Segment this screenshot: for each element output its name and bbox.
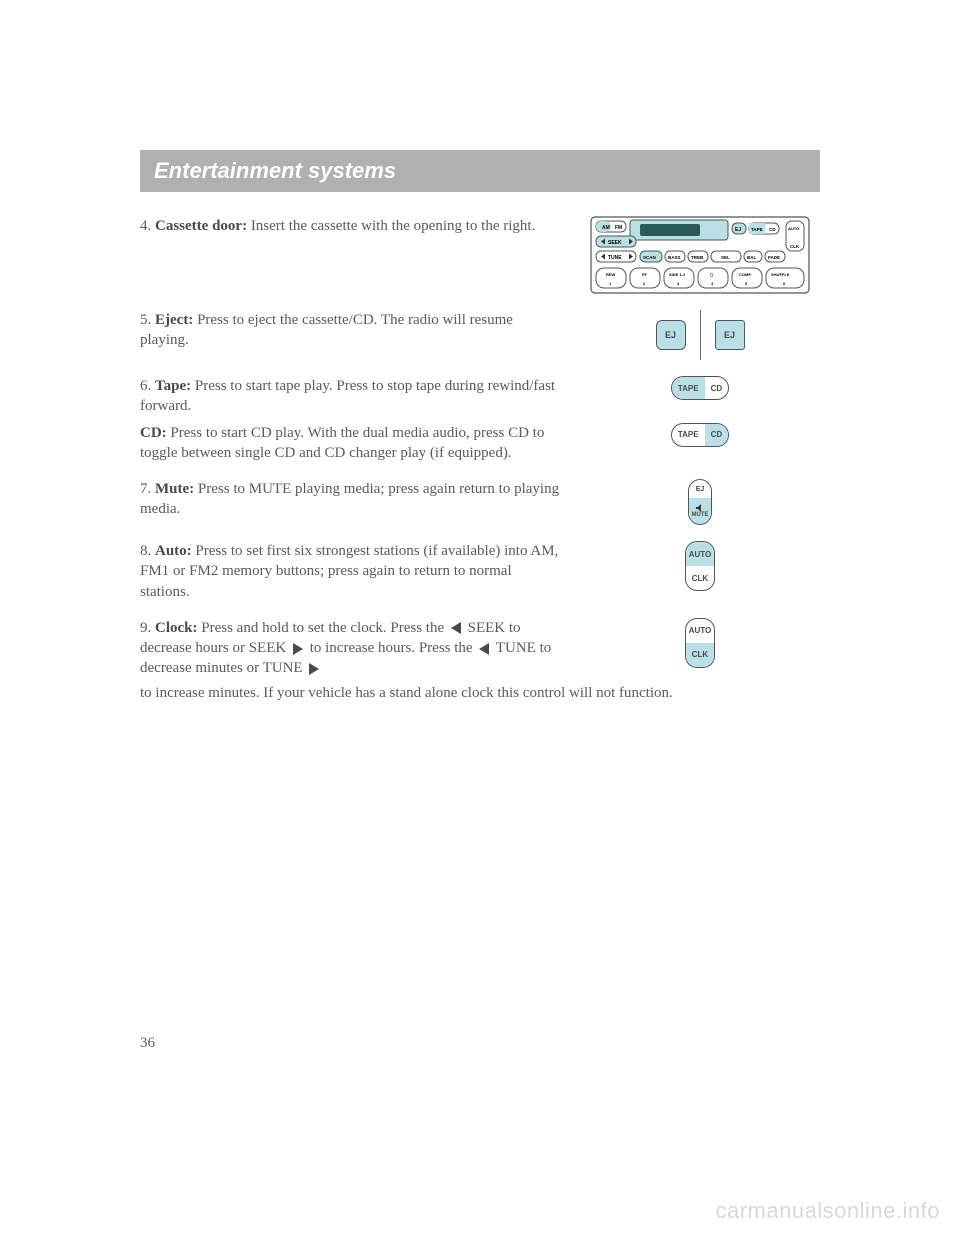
- watermark: carmanualsonline.info: [715, 1198, 940, 1224]
- auto-button-graphic: AUTO CLK: [580, 541, 820, 591]
- divider: [700, 310, 701, 360]
- item-body: Press to start CD play. With the dual me…: [140, 425, 544, 461]
- svg-text:EJ: EJ: [735, 227, 741, 233]
- svg-text:TUNE: TUNE: [608, 255, 622, 261]
- tape-half: TAPE: [672, 424, 705, 446]
- svg-text:FM: FM: [615, 225, 622, 231]
- svg-text:TAPE: TAPE: [751, 227, 763, 232]
- item-num: 8.: [140, 543, 151, 559]
- section-title: Entertainment systems: [154, 158, 806, 184]
- svg-text:AM: AM: [602, 225, 610, 231]
- svg-text:SHUFFLE: SHUFFLE: [771, 272, 790, 277]
- cd-half: CD: [705, 377, 729, 399]
- tape-half: TAPE: [672, 377, 705, 399]
- auto-clk-pill-clk: AUTO CLK: [685, 618, 715, 668]
- auto-clk-pill-auto: AUTO CLK: [685, 541, 715, 591]
- item-5: 5. Eject: Press to eject the cassette/CD…: [140, 310, 820, 360]
- tape-cd-pill-tape: TAPE CD: [671, 376, 729, 400]
- tape-button-graphic: TAPE CD: [580, 376, 820, 400]
- item-num: 6.: [140, 378, 151, 394]
- clock-button-graphic: AUTO CLK: [580, 618, 820, 668]
- item-label: Eject:: [155, 312, 193, 328]
- item-7-text: 7. Mute: Press to MUTE playing media; pr…: [140, 479, 560, 520]
- item-9-continuation: to increase minutes. If your vehicle has…: [140, 683, 820, 703]
- auto-half: AUTO: [686, 619, 714, 643]
- triangle-left-icon: [451, 622, 461, 634]
- cd-half: CD: [705, 424, 729, 446]
- item-8-text: 8. Auto: Press to set first six stronges…: [140, 541, 560, 602]
- svg-text:BAL: BAL: [747, 255, 756, 260]
- auto-half: AUTO: [686, 542, 714, 566]
- clk-half: CLK: [686, 566, 714, 590]
- item-6-text: 6. Tape: Press to start tape play. Press…: [140, 376, 560, 417]
- item-body: Insert the cassette with the opening to …: [247, 218, 535, 234]
- item-label: Cassette door:: [155, 218, 247, 234]
- svg-text:SEEK: SEEK: [608, 240, 622, 246]
- item-9: 9. Clock: Press and hold to set the cloc…: [140, 618, 820, 679]
- cd-button-graphic: TAPE CD: [580, 423, 820, 447]
- page-number: 36: [140, 1035, 155, 1052]
- svg-text:REW: REW: [606, 272, 616, 277]
- clk-half: CLK: [686, 643, 714, 667]
- svg-text:COMP: COMP: [739, 272, 751, 277]
- svg-text:FF: FF: [642, 272, 647, 277]
- svg-text:BASS: BASS: [668, 255, 681, 260]
- item-cd: CD: Press to start CD play. With the dua…: [140, 423, 820, 464]
- svg-text:SCAN: SCAN: [643, 255, 656, 260]
- t3: to increase hours. Press the: [306, 640, 476, 656]
- svg-text:SEL: SEL: [721, 255, 730, 260]
- ej-half: EJ: [689, 480, 711, 498]
- item-label: CD:: [140, 425, 167, 441]
- t1: Press and hold to set the clock. Press t…: [198, 620, 448, 636]
- item-7: 7. Mute: Press to MUTE playing media; pr…: [140, 479, 820, 525]
- radio-unit-graphic: AM FM EJ TAPE CD AUTO CLK SEEK: [580, 216, 820, 294]
- item-label: Mute:: [155, 481, 194, 497]
- tape-cd-pill-cd: TAPE CD: [671, 423, 729, 447]
- svg-text:CLK: CLK: [790, 244, 800, 249]
- svg-text:FADE: FADE: [768, 255, 780, 260]
- ej-mute-pill: EJ MUTE: [688, 479, 712, 525]
- item-9-text: 9. Clock: Press and hold to set the cloc…: [140, 618, 560, 679]
- svg-text:SIDE 1-2: SIDE 1-2: [669, 272, 686, 277]
- svg-text:AUTO: AUTO: [788, 226, 799, 231]
- t5: to increase minutes. If your vehicle has…: [140, 685, 673, 701]
- item-num: 5.: [140, 312, 151, 328]
- item-num: 7.: [140, 481, 151, 497]
- mute-half: MUTE: [689, 498, 711, 524]
- eject-graphic: EJ EJ: [580, 310, 820, 360]
- item-body: Press to MUTE playing media; press again…: [140, 481, 559, 517]
- item-num: 9.: [140, 620, 151, 636]
- item-5-text: 5. Eject: Press to eject the cassette/CD…: [140, 310, 560, 351]
- item-4: 4. Cassette door: Insert the cassette wi…: [140, 216, 820, 294]
- mute-label: MUTE: [692, 512, 709, 518]
- item-4-text: 4. Cassette door: Insert the cassette wi…: [140, 216, 560, 236]
- item-num: 4.: [140, 218, 151, 234]
- triangle-left-icon: [479, 643, 489, 655]
- svg-text:CD: CD: [769, 227, 776, 232]
- item-body: Press to eject the cassette/CD. The radi…: [140, 312, 513, 348]
- radio-svg: AM FM EJ TAPE CD AUTO CLK SEEK: [590, 216, 810, 294]
- eject-button-2: EJ: [715, 320, 745, 350]
- svg-text:TREB: TREB: [691, 255, 704, 260]
- item-cd-text: CD: Press to start CD play. With the dua…: [140, 423, 560, 464]
- triangle-right-icon: [309, 663, 319, 675]
- mute-button-graphic: EJ MUTE: [580, 479, 820, 525]
- item-label: Clock:: [155, 620, 198, 636]
- item-body: Press to start tape play. Press to stop …: [140, 378, 555, 414]
- item-8: 8. Auto: Press to set first six stronges…: [140, 541, 820, 602]
- item-label: Tape:: [155, 378, 191, 394]
- item-label: Auto:: [155, 543, 192, 559]
- item-6: 6. Tape: Press to start tape play. Press…: [140, 376, 820, 417]
- eject-button-1: EJ: [656, 320, 686, 350]
- item-body: Press to set first six strongest station…: [140, 543, 558, 600]
- page-content: Entertainment systems 4. Cassette door: …: [0, 0, 960, 703]
- triangle-right-icon: [293, 643, 303, 655]
- section-header: Entertainment systems: [140, 150, 820, 192]
